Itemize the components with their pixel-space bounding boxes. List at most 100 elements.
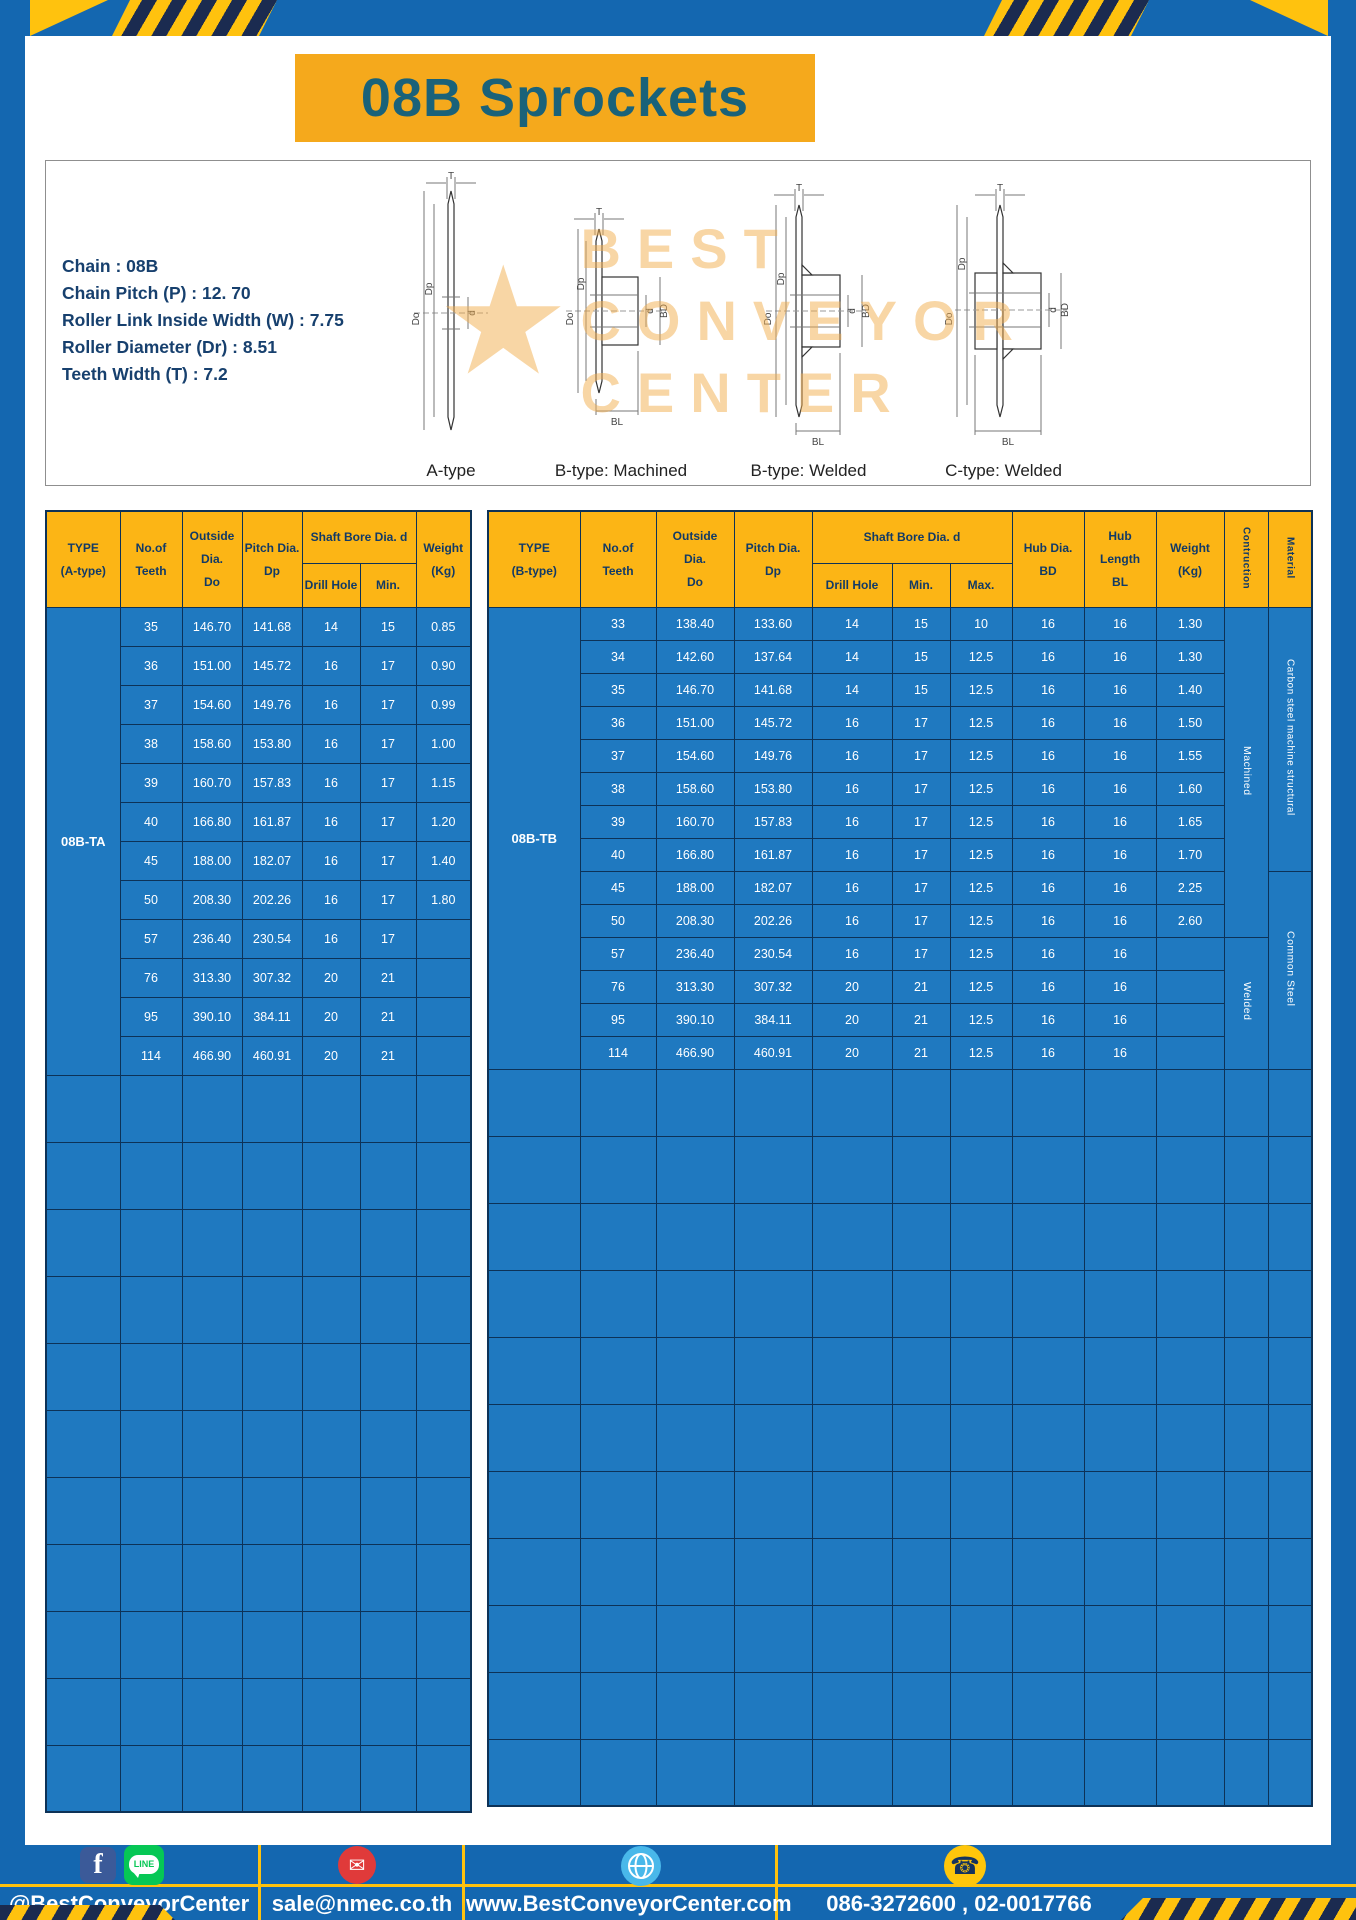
svg-text:Dp: Dp	[776, 272, 787, 285]
facebook-icon[interactable]: f	[80, 1847, 116, 1883]
table-cell	[241, 1744, 303, 1813]
table-cell: 1.70	[1155, 837, 1225, 872]
spec-line-chain: Chain : 08B	[62, 256, 159, 276]
table-cell: 460.91	[733, 1035, 813, 1070]
table-cell	[45, 1208, 121, 1277]
diagram-a-type: T Do Dp d A-type	[376, 165, 526, 481]
table-cell: 16	[1011, 870, 1085, 905]
empty-table-row	[487, 1604, 1313, 1673]
table-cell	[119, 1141, 183, 1210]
table-cell: 166.80	[655, 837, 735, 872]
table-cell	[891, 1738, 951, 1807]
email-address[interactable]: sale@nmec.co.th	[271, 1891, 453, 1916]
svg-text:d: d	[847, 308, 858, 314]
table-cell	[1155, 1068, 1225, 1137]
table-cell	[891, 1068, 951, 1137]
table-cell: 16	[1011, 771, 1085, 806]
empty-table-row	[487, 1470, 1313, 1539]
table-cell	[487, 1470, 581, 1539]
table-cell: 1.55	[1155, 738, 1225, 773]
table-cell	[119, 1208, 183, 1277]
table-cell	[45, 1677, 121, 1746]
table-cell	[415, 1035, 472, 1076]
table-cell	[119, 1476, 183, 1545]
table-cell	[241, 1275, 303, 1344]
table-cell: 0.90	[415, 645, 472, 686]
table-cell	[1011, 1537, 1085, 1606]
table-cell: 145.72	[733, 705, 813, 740]
table-b-type: TYPE (B-type) No.of Teeth Outside Dia. Do Pi…	[487, 510, 1314, 1807]
table-cell	[733, 1738, 813, 1807]
table-cell: 0.99	[415, 684, 472, 725]
table-cell: 95	[579, 1002, 657, 1037]
content-area: 08B Sprockets Chain : 08B Chain Pitch (P…	[25, 36, 1331, 1845]
col-header-pitch-dia: Pitch Dia. Dp	[733, 510, 813, 608]
table-cell: 39	[579, 804, 657, 839]
table-cell: 307.32	[241, 957, 303, 998]
table-cell	[1011, 1336, 1085, 1405]
table-cell: 16	[1083, 969, 1157, 1004]
table-cell	[1083, 1403, 1157, 1472]
table-cell	[949, 1537, 1013, 1606]
table-cell: 16	[1083, 870, 1157, 905]
table-cell: 21	[359, 1035, 417, 1076]
col-header-type: TYPE (B-type)	[487, 510, 581, 608]
table-cell: 157.83	[733, 804, 813, 839]
table-cell	[1083, 1671, 1157, 1740]
svg-text:Dp: Dp	[957, 257, 968, 270]
table-cell: 20	[811, 969, 893, 1004]
table-cell	[181, 1543, 243, 1612]
table-cell	[949, 1202, 1013, 1271]
table-cell: 1.60	[1155, 771, 1225, 806]
table-cell	[1155, 1470, 1225, 1539]
table-cell: 37	[119, 684, 183, 725]
svg-text:BL: BL	[812, 437, 825, 448]
table-cell: 16	[1011, 606, 1085, 641]
table-cell: 15	[359, 606, 417, 647]
line-app-icon[interactable]: LINE	[124, 1845, 164, 1885]
table-cell	[359, 1074, 417, 1143]
phone-numbers[interactable]: 086-3272600 , 02-0017766	[826, 1891, 1092, 1916]
table-cell	[359, 1677, 417, 1746]
table-cell	[45, 1744, 121, 1813]
svg-text:Dp: Dp	[424, 282, 435, 295]
table-cell: 0.85	[415, 606, 472, 647]
table-cell	[181, 1141, 243, 1210]
table-cell	[655, 1269, 735, 1338]
table-cell	[733, 1202, 813, 1271]
table-cell: 14	[811, 672, 893, 707]
empty-table-row	[45, 1342, 472, 1411]
table-row: 38 158.60 153.80 16 17 12.5 16 16 1.60	[488, 771, 1312, 806]
table-cell: 35	[579, 672, 657, 707]
diagram-label: B-type: Welded	[750, 461, 867, 480]
table-cell: 16	[811, 903, 893, 938]
table-cell: 12.5	[949, 771, 1013, 806]
table-cell	[45, 1141, 121, 1210]
table-cell	[579, 1068, 657, 1137]
table-cell	[241, 1677, 303, 1746]
table-cell	[119, 1409, 183, 1478]
table-cell	[1155, 1738, 1225, 1807]
line-bubble: LINE	[129, 1855, 159, 1874]
empty-table-row	[45, 1275, 472, 1344]
table-cell	[1223, 1336, 1269, 1405]
table-cell	[579, 1738, 657, 1807]
svg-text:BL: BL	[1002, 437, 1015, 448]
table-row: 76 313.30 307.32 20 21 12.5 16 16	[488, 969, 1312, 1004]
table-cell: 1.65	[1155, 804, 1225, 839]
table-cell	[359, 1141, 417, 1210]
table-cell: 10	[949, 606, 1013, 641]
website-globe-icon[interactable]	[620, 1845, 662, 1887]
table-cell	[1155, 1403, 1225, 1472]
col-header-outside-dia: Outside Dia. Do	[181, 510, 243, 608]
table-cell	[1267, 1336, 1313, 1405]
email-icon[interactable]: ✉	[338, 1846, 376, 1884]
website-url[interactable]: www.BestConveyorCenter.com	[466, 1891, 792, 1916]
table-cell	[45, 1342, 121, 1411]
svg-text:d: d	[645, 308, 656, 314]
svg-text:T: T	[997, 183, 1003, 194]
table-cell: 188.00	[181, 840, 243, 881]
phone-icon[interactable]: ☎	[944, 1845, 986, 1887]
table-cell: 12.5	[949, 936, 1013, 971]
empty-table-row	[45, 1677, 472, 1746]
